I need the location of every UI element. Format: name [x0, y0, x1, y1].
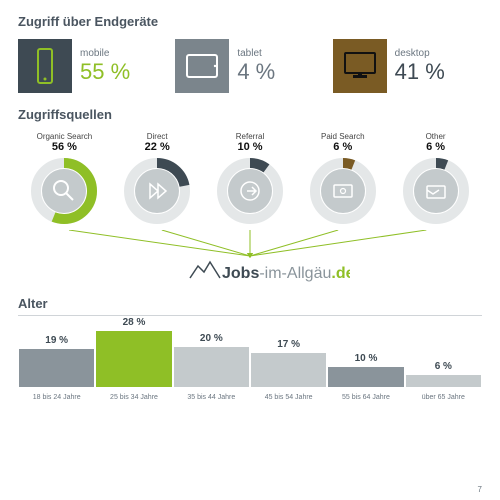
sources-title: Zugriffsquellen	[18, 107, 482, 122]
age-bar-4: 10 %	[328, 367, 403, 387]
source-value: 56 %	[52, 141, 77, 153]
devices-title: Zugriff über Endgeräte	[18, 14, 482, 29]
tablet-icon	[175, 39, 229, 93]
source-value: 6 %	[333, 141, 352, 153]
arrows-row	[18, 230, 482, 258]
source-value: 22 %	[145, 141, 170, 153]
source-value: 6 %	[426, 141, 445, 153]
source-donut	[122, 156, 192, 226]
age-bar-label: 10 %	[328, 353, 403, 364]
source-donut	[215, 156, 285, 226]
age-title: Alter	[18, 296, 482, 311]
age-bar-3: 17 %	[251, 353, 326, 387]
age-bar-label: 17 %	[251, 339, 326, 350]
age-category-2: 35 bis 44 Jahre	[173, 394, 250, 401]
device-phone: mobile 55 %	[18, 39, 167, 93]
age-bar-2: 20 %	[174, 347, 249, 387]
source-value: 10 %	[237, 141, 262, 153]
age-category-1: 25 bis 34 Jahre	[95, 394, 172, 401]
source-label: Organic Search	[37, 132, 93, 141]
age-bar-label: 19 %	[19, 335, 94, 346]
source-0: Organic Search 56 %	[18, 132, 111, 226]
source-3: Paid Search 6 %	[296, 132, 389, 226]
age-bar-label: 28 %	[96, 317, 171, 328]
device-label: tablet	[237, 48, 275, 59]
source-donut	[29, 156, 99, 226]
devices-row: mobile 55 % tablet 4 % desktop 41 %	[18, 39, 482, 93]
source-donut	[308, 156, 378, 226]
desktop-icon	[333, 39, 387, 93]
source-label: Other	[426, 132, 446, 141]
source-1: Direct 22 %	[111, 132, 204, 226]
device-value: 41 %	[395, 59, 445, 85]
device-tablet: tablet 4 %	[175, 39, 324, 93]
age-category-4: 55 bis 64 Jahre	[327, 394, 404, 401]
age-bar-5: 6 %	[406, 375, 481, 387]
phone-icon	[18, 39, 72, 93]
page-number: 7	[478, 485, 482, 494]
source-4: Other 6 %	[389, 132, 482, 226]
device-value: 4 %	[237, 59, 275, 85]
source-donut	[401, 156, 471, 226]
device-desktop: desktop 41 %	[333, 39, 482, 93]
logo: Jobs-im-Allgäu.de	[18, 258, 482, 286]
source-label: Paid Search	[321, 132, 365, 141]
svg-text:Jobs-im-Allgäu.de: Jobs-im-Allgäu.de	[222, 265, 350, 282]
source-label: Direct	[147, 132, 168, 141]
device-label: desktop	[395, 48, 445, 59]
age-bar-label: 6 %	[406, 361, 481, 372]
age-category-5: über 65 Jahre	[405, 394, 482, 401]
source-label: Referral	[236, 132, 264, 141]
age-category-0: 18 bis 24 Jahre	[18, 394, 95, 401]
source-2: Referral 10 %	[204, 132, 297, 226]
age-bar-0: 19 %	[19, 349, 94, 387]
device-value: 55 %	[80, 59, 130, 85]
age-chart: 19 % 28 % 20 % 17 % 10 % 6 % 18 bis 24 J…	[18, 315, 482, 401]
device-label: mobile	[80, 48, 130, 59]
sources-row: Organic Search 56 % Direct 22 % Referral…	[18, 132, 482, 226]
age-bar-1: 28 %	[96, 331, 171, 387]
age-bar-label: 20 %	[174, 333, 249, 344]
age-category-3: 45 bis 54 Jahre	[250, 394, 327, 401]
